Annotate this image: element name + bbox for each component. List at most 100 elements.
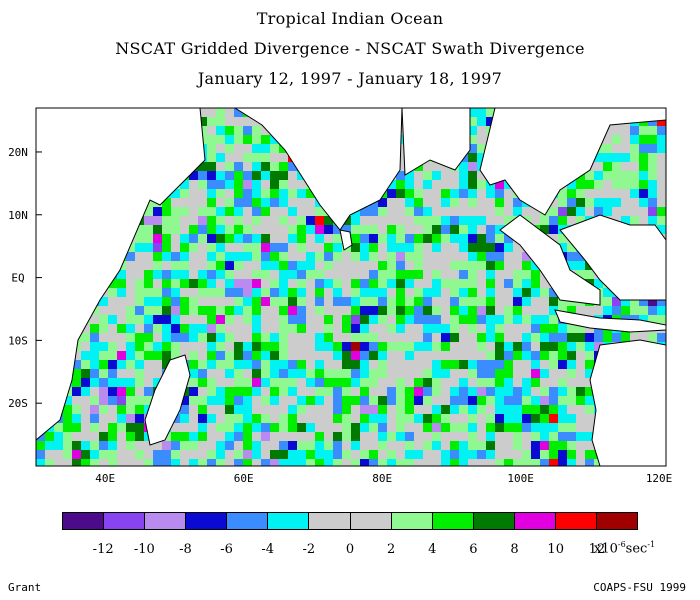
field-cell <box>441 171 450 180</box>
field-cell <box>171 324 180 333</box>
field-cell <box>405 387 414 396</box>
field-cell <box>180 243 189 252</box>
field-cell <box>657 135 666 144</box>
field-cell <box>648 126 657 135</box>
field-cell <box>423 171 432 180</box>
field-cell <box>630 207 639 216</box>
field-cell <box>261 297 270 306</box>
field-cell <box>576 432 585 441</box>
field-cell <box>252 297 261 306</box>
field-cell <box>450 414 459 423</box>
field-cell <box>423 450 432 459</box>
field-cell <box>648 315 657 324</box>
field-cell <box>198 333 207 342</box>
field-cell <box>495 423 504 432</box>
field-cell <box>198 207 207 216</box>
field-cell <box>63 405 72 414</box>
field-cell <box>450 252 459 261</box>
field-cell <box>207 414 216 423</box>
field-cell <box>378 423 387 432</box>
field-cell <box>531 207 540 216</box>
field-cell <box>504 207 513 216</box>
field-cell <box>189 189 198 198</box>
field-cell <box>225 108 234 117</box>
field-cell <box>513 369 522 378</box>
field-cell <box>495 279 504 288</box>
field-cell <box>351 216 360 225</box>
field-cell <box>234 144 243 153</box>
field-cell <box>315 333 324 342</box>
field-cell <box>234 162 243 171</box>
field-cell <box>540 459 549 466</box>
field-cell <box>252 432 261 441</box>
field-cell <box>189 405 198 414</box>
field-cell <box>414 252 423 261</box>
field-cell <box>657 162 666 171</box>
field-cell <box>387 396 396 405</box>
field-cell <box>558 441 567 450</box>
field-cell <box>351 450 360 459</box>
field-cell <box>261 225 270 234</box>
field-cell <box>522 270 531 279</box>
field-cell <box>387 252 396 261</box>
field-cell <box>225 378 234 387</box>
field-cell <box>270 216 279 225</box>
field-cell <box>468 324 477 333</box>
field-cell <box>153 243 162 252</box>
field-cell <box>360 225 369 234</box>
field-cell <box>414 342 423 351</box>
field-cell <box>378 387 387 396</box>
field-cell <box>234 387 243 396</box>
field-cell <box>252 396 261 405</box>
field-cell <box>576 405 585 414</box>
field-cell <box>477 297 486 306</box>
field-cell <box>360 387 369 396</box>
field-cell <box>243 405 252 414</box>
field-cell <box>216 144 225 153</box>
field-cell <box>513 279 522 288</box>
field-cell <box>216 180 225 189</box>
field-cell <box>324 405 333 414</box>
field-cell <box>261 198 270 207</box>
field-cell <box>306 459 315 466</box>
field-cell <box>495 297 504 306</box>
field-cell <box>378 369 387 378</box>
field-cell <box>531 396 540 405</box>
field-cell <box>648 189 657 198</box>
field-cell <box>198 342 207 351</box>
field-cell <box>504 333 513 342</box>
field-cell <box>117 432 126 441</box>
field-cell <box>207 135 216 144</box>
field-cell <box>207 306 216 315</box>
field-cell <box>378 243 387 252</box>
field-cell <box>333 369 342 378</box>
field-cell <box>162 324 171 333</box>
field-cell <box>378 333 387 342</box>
field-cell <box>369 378 378 387</box>
field-cell <box>549 324 558 333</box>
field-cell <box>441 252 450 261</box>
field-cell <box>540 315 549 324</box>
field-cell <box>567 441 576 450</box>
field-cell <box>387 387 396 396</box>
field-cell <box>549 378 558 387</box>
field-cell <box>324 369 333 378</box>
field-cell <box>333 360 342 369</box>
field-cell <box>72 414 81 423</box>
field-cell <box>549 441 558 450</box>
field-cell <box>360 333 369 342</box>
colorbar-tick-label: 2 <box>387 542 396 557</box>
field-cell <box>594 207 603 216</box>
field-cell <box>117 459 126 466</box>
field-cell <box>603 189 612 198</box>
field-cell <box>486 243 495 252</box>
field-cell <box>252 288 261 297</box>
field-cell <box>576 207 585 216</box>
field-cell <box>567 189 576 198</box>
field-cell <box>603 333 612 342</box>
field-cell <box>270 243 279 252</box>
field-cell <box>288 324 297 333</box>
field-cell <box>567 360 576 369</box>
field-cell <box>351 342 360 351</box>
